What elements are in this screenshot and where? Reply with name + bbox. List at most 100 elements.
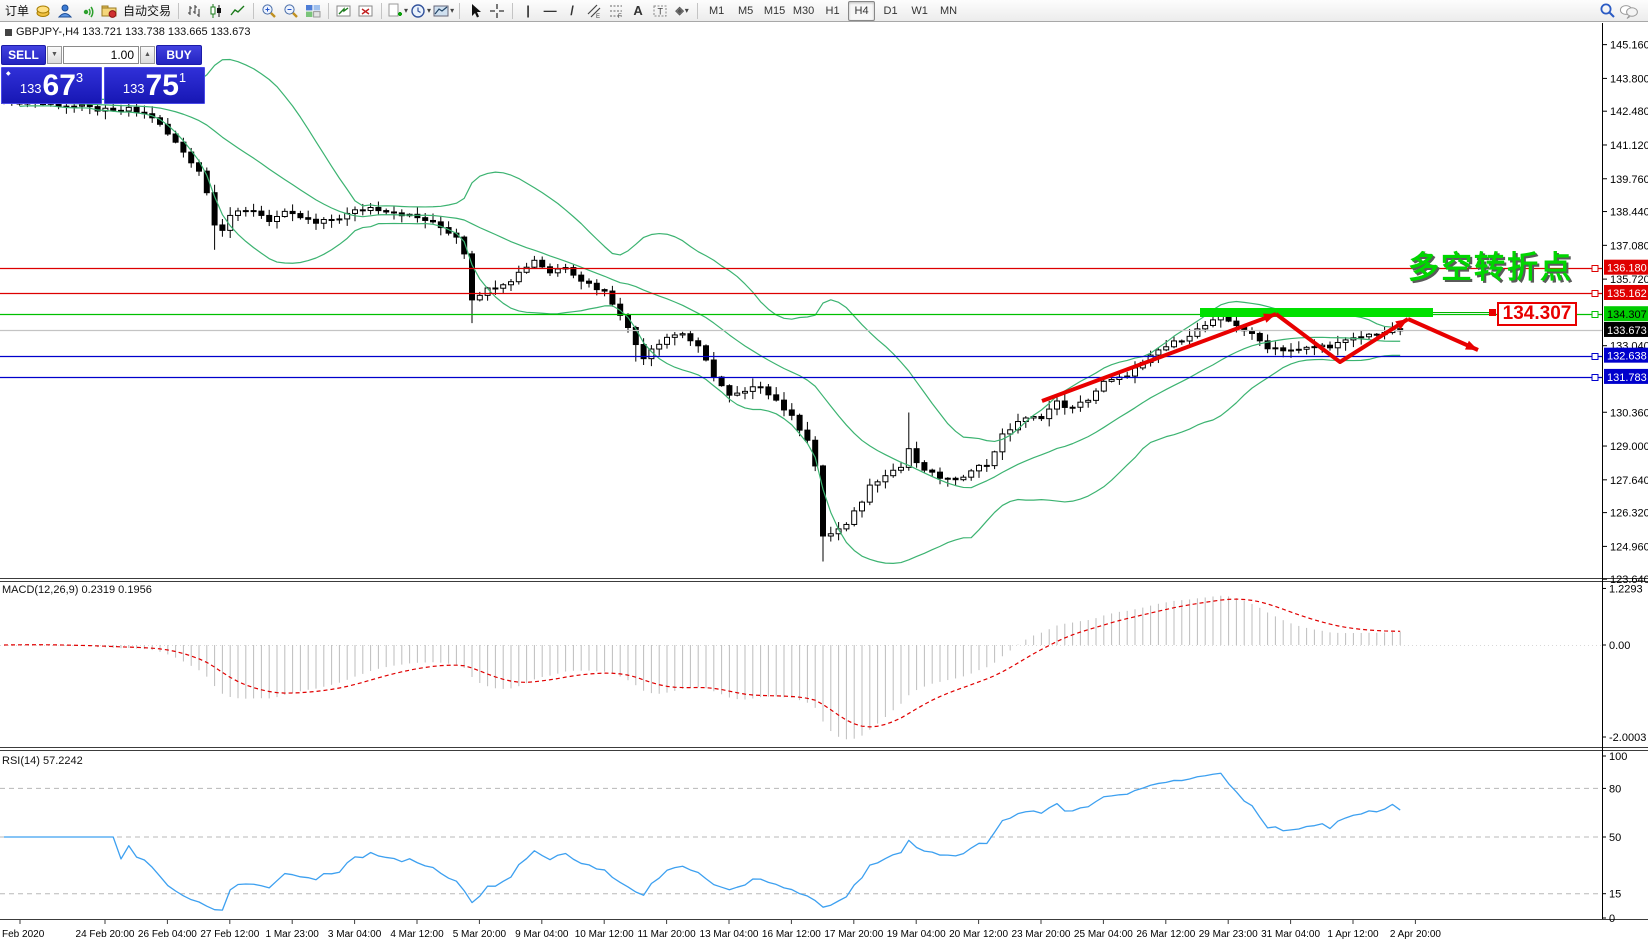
svg-text:20 Mar 12:00: 20 Mar 12:00 — [949, 929, 1008, 940]
svg-text:129.000: 129.000 — [1610, 441, 1648, 453]
svg-text:130.360: 130.360 — [1610, 407, 1648, 419]
buy-price-small: 133 — [122, 81, 145, 96]
candlestick-icon[interactable] — [206, 1, 226, 21]
sell-price-sup: 3 — [75, 70, 84, 85]
volume-increase-button[interactable]: ▲ — [140, 45, 155, 64]
svg-text:9 Mar 04:00: 9 Mar 04:00 — [515, 929, 569, 940]
svg-text:17 Mar 20:00: 17 Mar 20:00 — [824, 929, 883, 940]
svg-text:19 Mar 04:00: 19 Mar 04:00 — [887, 929, 946, 940]
svg-text:16 Mar 12:00: 16 Mar 12:00 — [762, 929, 821, 940]
toolbar-separator — [381, 2, 383, 19]
shapes-tool-icon[interactable]: ◈ ▾ — [675, 5, 689, 17]
channel-tool-icon[interactable]: E — [584, 1, 604, 21]
rsi-label: RSI(14) 57.2242 — [2, 755, 83, 767]
svg-text:143.800: 143.800 — [1610, 73, 1648, 85]
main-toolbar: 订单 自动交易 ▾ ▾ ▾ | — / E F A T ◈ ▾ M1 M5 M15 M3… — [0, 0, 1648, 22]
timeframe-button-d1[interactable]: D1 — [883, 4, 898, 17]
rsi-panel — [0, 772, 1602, 911]
svg-text:135.162: 135.162 — [1607, 288, 1647, 300]
svg-text:4 Mar 12:00: 4 Mar 12:00 — [390, 929, 444, 940]
svg-text:1 Apr 12:00: 1 Apr 12:00 — [1327, 929, 1379, 940]
svg-text:F: F — [618, 14, 622, 19]
svg-text:100: 100 — [1609, 751, 1627, 763]
svg-text:10 Mar 12:00: 10 Mar 12:00 — [575, 929, 634, 940]
buy-price-sup: 1 — [178, 70, 187, 85]
vertical-line-tool-icon[interactable]: | — [526, 3, 530, 18]
timeframe-button-h1[interactable]: H1 — [825, 4, 840, 17]
crosshair-icon[interactable] — [487, 1, 507, 21]
sell-price-box[interactable]: 133 67 3 — [1, 67, 102, 104]
volume-input[interactable] — [63, 45, 139, 64]
toolbar-separator — [697, 2, 699, 19]
tile-windows-icon[interactable] — [303, 1, 323, 21]
sell-button[interactable]: SELL — [1, 44, 46, 65]
symbol-ohlc-bar: GBPJPY-,H4 133.721 133.738 133.665 133.6… — [5, 26, 250, 38]
timeframe-button-m15[interactable]: M15 — [763, 4, 786, 17]
chat-icon[interactable] — [1619, 1, 1639, 21]
svg-text:0.00: 0.00 — [1609, 640, 1630, 652]
signals-icon[interactable] — [77, 1, 97, 21]
indicator-window-del-icon[interactable] — [356, 1, 376, 21]
timeframe-button-mn[interactable]: MN — [940, 4, 958, 17]
accounts-icon[interactable] — [55, 1, 75, 21]
svg-text:E: E — [596, 14, 600, 19]
sell-price-small: 133 — [19, 81, 42, 96]
svg-text:13 Mar 04:00: 13 Mar 04:00 — [700, 929, 759, 940]
time-axis[interactable]: Feb 2020 24 Feb 20:00 26 Feb 04:00 27 Feb 1… — [2, 919, 1441, 940]
svg-text:135.720: 135.720 — [1610, 274, 1648, 286]
svg-text:80: 80 — [1609, 783, 1621, 795]
bollinger-bands — [19, 58, 1401, 564]
svg-text:0: 0 — [1609, 913, 1615, 925]
autotrade-button[interactable]: 自动交易 — [123, 4, 172, 18]
svg-text:141.120: 141.120 — [1610, 140, 1648, 152]
buy-button[interactable]: BUY — [156, 44, 202, 65]
template-icon[interactable]: ▾ — [433, 1, 454, 21]
svg-text:31 Mar 04:00: 31 Mar 04:00 — [1261, 929, 1320, 940]
price-axis[interactable]: 145.160 143.800 142.480 141.120 139.760 138.4… — [1602, 23, 1648, 919]
horizontal-line-tool-icon[interactable]: — — [543, 3, 557, 18]
panel-separators[interactable] — [0, 578, 1648, 920]
toolbar-separator — [512, 2, 514, 19]
svg-text:132.638: 132.638 — [1607, 351, 1647, 363]
toolbar-separator — [178, 2, 180, 19]
label-tool-icon[interactable]: T — [650, 1, 670, 21]
zoom-out-icon[interactable] — [281, 1, 301, 21]
zoom-in-icon[interactable] — [259, 1, 279, 21]
svg-text:50: 50 — [1609, 832, 1621, 844]
gold-icon[interactable] — [33, 1, 53, 21]
svg-text:134.307: 134.307 — [1607, 309, 1647, 321]
svg-text:136.180: 136.180 — [1607, 263, 1647, 275]
turning-point-annotation[interactable]: 多空转折点 — [1408, 250, 1573, 285]
timeframe-button-m30[interactable]: M30 — [792, 4, 815, 17]
svg-text:T: T — [658, 6, 664, 16]
timeframe-button-m5[interactable]: M5 — [737, 4, 754, 17]
bar-chart-icon[interactable] — [184, 1, 204, 21]
trendline-tool-icon[interactable]: / — [570, 3, 574, 18]
timeframe-clock-icon[interactable]: ▾ — [410, 1, 431, 21]
price-tag-134307[interactable]: 134.307 — [1497, 302, 1577, 326]
chart-icon — [5, 28, 12, 36]
drawing-annotations[interactable] — [1041, 308, 1496, 403]
search-icon[interactable] — [1597, 1, 1617, 21]
panel-handle-icon[interactable]: ◆ — [6, 71, 11, 77]
cursor-icon[interactable] — [465, 1, 485, 21]
timeframe-button-h4[interactable]: H4 — [848, 0, 876, 21]
autotrade-icon[interactable] — [99, 1, 119, 21]
text-tool-icon[interactable]: A — [633, 3, 643, 18]
timeframe-button-w1[interactable]: W1 — [911, 4, 928, 17]
toolbar-separator — [328, 2, 330, 19]
buy-price-box[interactable]: 133 75 1 — [104, 67, 205, 104]
one-click-trading-panel: SELL ▼ ▲ BUY ◆ 133 67 3 133 75 1 — [1, 44, 209, 104]
svg-text:124.960: 124.960 — [1610, 541, 1648, 553]
fibonacci-tool-icon[interactable]: F — [606, 1, 626, 21]
new-order-button[interactable]: 订单 — [5, 4, 30, 18]
sell-price-big: 67 — [42, 69, 76, 102]
indicator-axis[interactable]: 1.2293 0.00 -2.0003 100 80 50 15 0 — [1602, 583, 1646, 925]
volume-decrease-button[interactable]: ▼ — [47, 45, 62, 64]
timeframe-button-m1[interactable]: M1 — [708, 4, 725, 17]
line-chart-icon[interactable] — [228, 1, 248, 21]
add-indicator-icon[interactable]: ▾ — [387, 1, 408, 21]
indicator-window-add-icon[interactable] — [334, 1, 354, 21]
